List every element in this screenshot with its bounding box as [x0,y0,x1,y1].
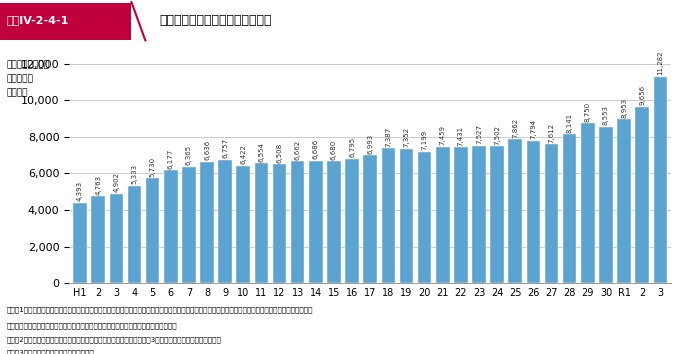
Text: 8,953: 8,953 [621,98,627,118]
Text: 図表IV-2-4-1: 図表IV-2-4-1 [7,15,69,25]
Text: 4,763: 4,763 [95,175,101,195]
Bar [363,155,377,283]
Bar [545,144,558,283]
Text: 5,730: 5,730 [149,157,156,177]
Text: 8,141: 8,141 [567,113,573,133]
Bar [563,134,576,283]
Text: 7,794: 7,794 [531,119,536,139]
Bar [527,141,540,283]
Text: （億円）: （億円） [7,88,28,97]
Text: 6,662: 6,662 [295,140,301,160]
Text: 6,795: 6,795 [349,137,355,158]
Bar [617,119,631,283]
FancyBboxPatch shape [0,3,131,40]
Bar [291,161,304,283]
Text: 7,502: 7,502 [494,125,500,144]
Text: 11,282: 11,282 [657,51,664,75]
Text: 6,422: 6,422 [240,144,246,164]
Text: 6,508: 6,508 [277,143,282,163]
Bar [146,178,159,283]
Bar [327,161,340,283]
Bar [273,164,286,283]
Text: 7,199: 7,199 [421,130,428,150]
Text: 6,680: 6,680 [331,139,337,160]
Text: 主要装備品などの: 主要装備品などの [7,60,50,69]
Text: 5,333: 5,333 [131,164,138,184]
Bar [255,163,268,283]
Text: 6,554: 6,554 [258,142,264,162]
Text: 2　令和元年度以降については、防災・減災、国土強靱化のための3か年緊急対策に係る経費を含む。: 2 令和元年度以降については、防災・減災、国土強靱化のための3か年緊急対策に係る… [7,336,222,343]
Text: 7,862: 7,862 [512,118,518,138]
Text: 7,431: 7,431 [458,126,464,146]
Bar [91,196,105,283]
Text: 6,177: 6,177 [167,149,174,169]
Text: 6,636: 6,636 [204,140,210,160]
Bar [182,167,196,283]
Bar [237,166,250,283]
Bar [109,194,123,283]
Text: 9,656: 9,656 [639,85,645,105]
Bar [635,107,649,283]
Bar [599,127,612,283]
Bar [345,159,359,283]
Bar [381,148,395,283]
Text: 維持整備費: 維持整備費 [7,74,34,83]
Bar [400,149,413,283]
Text: 6,365: 6,365 [186,145,192,165]
Text: （注）1　「装備品などの維持整備費」とは、陸海空各自衛隊の装備品等の修理や消耗品の代価及び役務費などに係る予算額（各自衛隊の修理費から、艦船: （注）1 「装備品などの維持整備費」とは、陸海空各自衛隊の装備品等の修理や消耗品… [7,306,313,313]
Bar [164,170,178,283]
Text: 7,352: 7,352 [403,127,410,147]
Bar [418,152,431,283]
Bar [509,139,522,283]
Bar [581,123,594,283]
Text: 6,993: 6,993 [367,133,373,154]
Bar [309,161,322,283]
Text: 7,612: 7,612 [549,122,554,143]
Text: 8,750: 8,750 [585,102,591,122]
Text: 4,902: 4,902 [113,172,119,192]
Text: 7,459: 7,459 [439,125,446,145]
Bar [219,160,232,283]
Text: 装備品などの維持整備経費の推移: 装備品などの維持整備経費の推移 [159,14,272,27]
Text: 6,757: 6,757 [222,138,228,158]
Bar [200,162,214,283]
Bar [454,147,468,283]
Text: 7,527: 7,527 [476,124,482,144]
Bar [491,146,504,283]
Bar [73,203,87,283]
Text: 3　金額は契約ベースの数値である。: 3 金額は契約ベースの数値である。 [7,350,95,354]
Bar [128,185,141,283]
Bar [653,77,667,283]
Bar [472,145,486,283]
Text: 4,393: 4,393 [77,181,83,201]
Text: 6,686: 6,686 [313,139,319,159]
Text: 8,553: 8,553 [603,105,609,125]
Text: 7,387: 7,387 [385,126,392,147]
Text: の艦齢延伸及び航空機の近代化改修等のための修理費を除いたもの）を示す。: の艦齢延伸及び航空機の近代化改修等のための修理費を除いたもの）を示す。 [7,323,178,330]
Bar [436,147,450,283]
